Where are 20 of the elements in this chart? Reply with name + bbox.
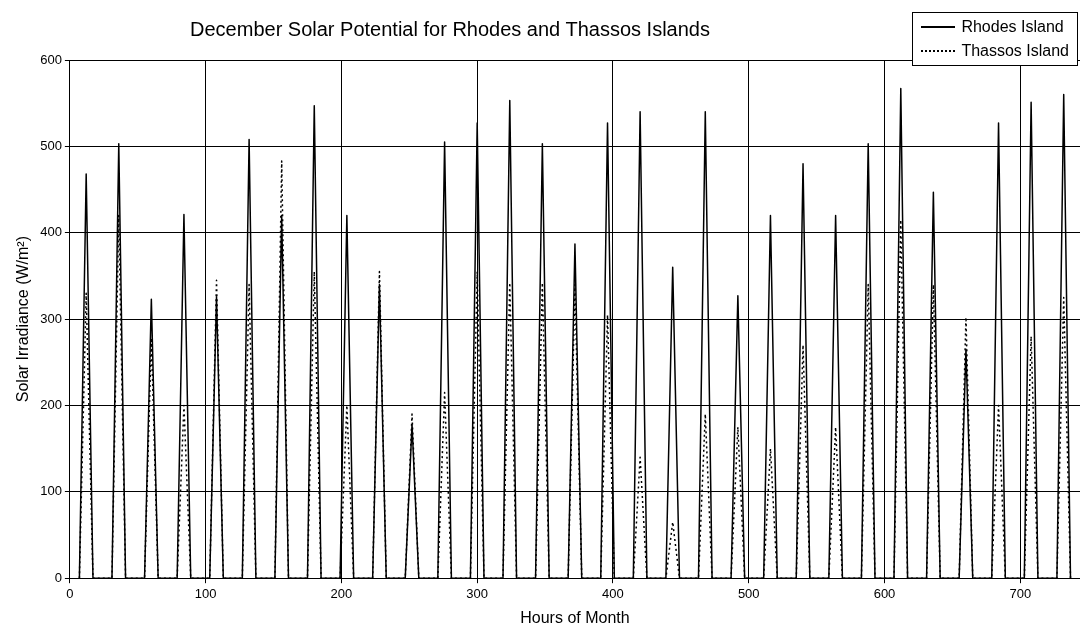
x-tick-label: 300 (466, 585, 489, 601)
y-tick-label: 500 (40, 137, 62, 153)
y-tick-label: 600 (40, 51, 62, 67)
y-tick-label: 100 (40, 483, 62, 499)
y-axis-title: Solar Irradiance (W/m²) (14, 235, 32, 403)
legend-label: Rhodes Island (961, 18, 1064, 36)
chart-title: December Solar Potential for Rhodes and Thassos Islands (190, 18, 710, 40)
y-tick-label: 200 (40, 397, 62, 413)
x-tick-label: 700 (1009, 585, 1032, 601)
y-tick-label: 300 (40, 310, 62, 326)
x-axis-title: Hours of Month (520, 608, 630, 626)
x-tick-label: 600 (873, 585, 896, 601)
x-tick-label: 100 (194, 585, 217, 601)
x-tick-label: 400 (602, 585, 624, 601)
legend-label: Thassos Island (961, 42, 1069, 60)
x-tick-label: 0 (66, 585, 74, 601)
x-tick-label: 500 (737, 585, 760, 601)
y-tick-label: 0 (54, 569, 62, 585)
y-tick-label: 400 (40, 224, 62, 240)
x-tick-label: 200 (330, 585, 353, 601)
